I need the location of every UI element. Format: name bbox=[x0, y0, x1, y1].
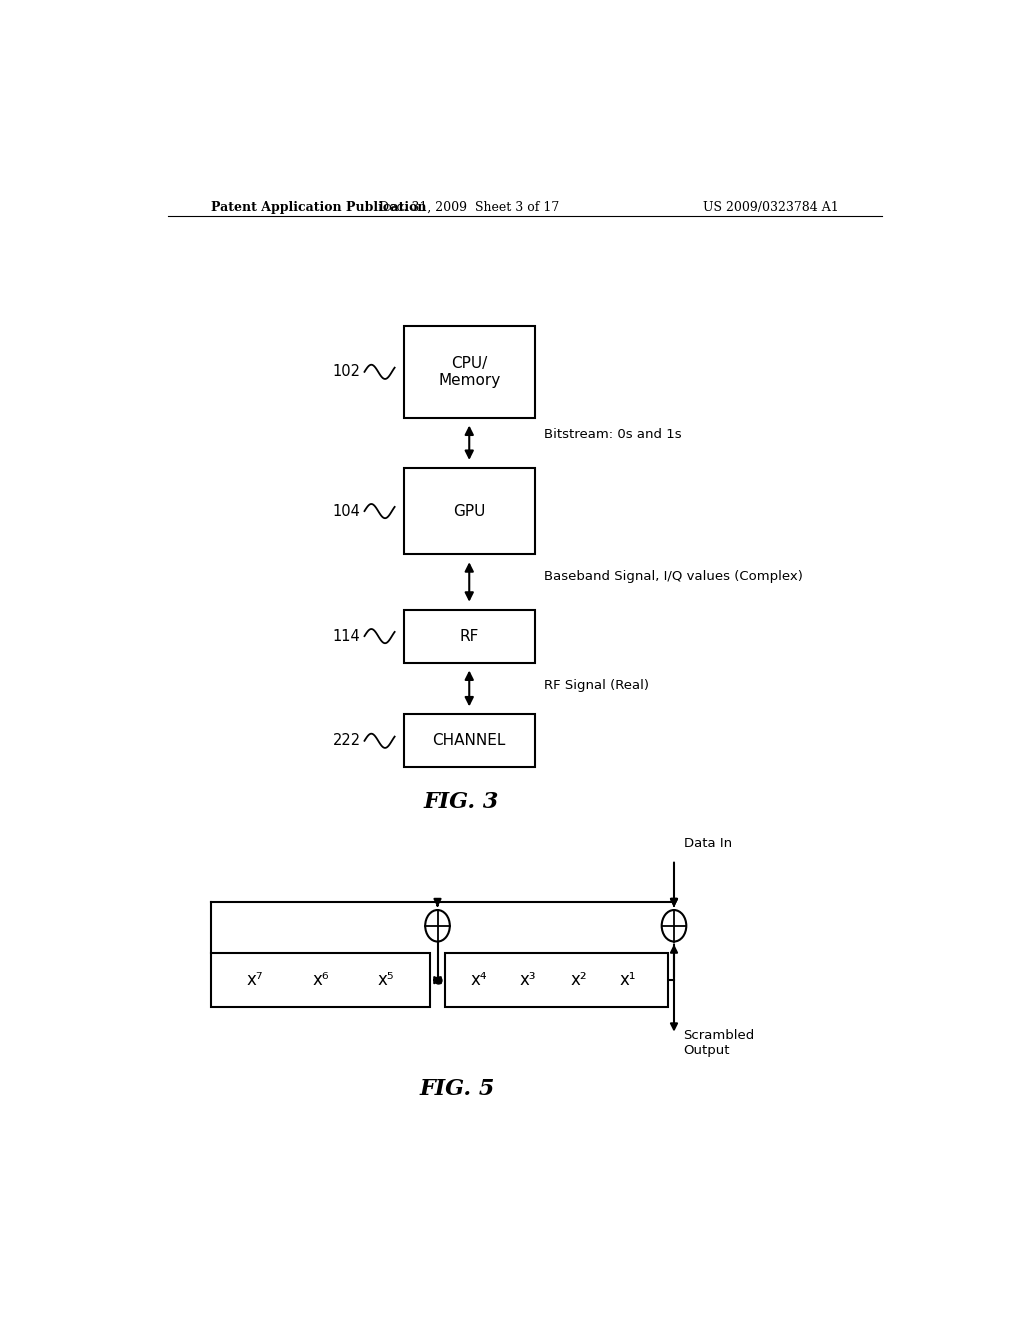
Text: CPU/
Memory: CPU/ Memory bbox=[438, 355, 501, 388]
Text: x⁵: x⁵ bbox=[378, 972, 394, 989]
Text: 102: 102 bbox=[333, 364, 360, 379]
Text: 114: 114 bbox=[333, 628, 360, 644]
Text: x¹: x¹ bbox=[620, 972, 636, 989]
Text: Baseband Signal, I/Q values (Complex): Baseband Signal, I/Q values (Complex) bbox=[544, 570, 803, 583]
Text: Scrambled
Output: Scrambled Output bbox=[684, 1030, 755, 1057]
FancyBboxPatch shape bbox=[211, 953, 430, 1007]
Text: x³: x³ bbox=[519, 972, 536, 989]
Text: x⁴: x⁴ bbox=[470, 972, 487, 989]
Text: Bitstream: 0s and 1s: Bitstream: 0s and 1s bbox=[544, 428, 682, 441]
Text: Dec. 31, 2009  Sheet 3 of 17: Dec. 31, 2009 Sheet 3 of 17 bbox=[379, 201, 559, 214]
FancyBboxPatch shape bbox=[403, 326, 535, 417]
Text: Data In: Data In bbox=[684, 837, 731, 850]
Text: US 2009/0323784 A1: US 2009/0323784 A1 bbox=[702, 201, 839, 214]
FancyBboxPatch shape bbox=[403, 714, 535, 767]
Text: GPU: GPU bbox=[453, 504, 485, 519]
Text: 104: 104 bbox=[333, 504, 360, 519]
Text: x²: x² bbox=[570, 972, 587, 989]
FancyBboxPatch shape bbox=[403, 467, 535, 554]
FancyBboxPatch shape bbox=[403, 610, 535, 663]
Text: x⁶: x⁶ bbox=[312, 972, 329, 989]
Text: RF Signal (Real): RF Signal (Real) bbox=[544, 678, 649, 692]
Text: x⁷: x⁷ bbox=[247, 972, 263, 989]
Text: RF: RF bbox=[460, 628, 479, 644]
FancyBboxPatch shape bbox=[445, 953, 668, 1007]
Text: 222: 222 bbox=[333, 734, 360, 748]
Text: FIG. 3: FIG. 3 bbox=[424, 791, 499, 813]
Text: FIG. 5: FIG. 5 bbox=[420, 1078, 495, 1101]
Text: CHANNEL: CHANNEL bbox=[432, 734, 506, 748]
Text: Patent Application Publication: Patent Application Publication bbox=[211, 201, 427, 214]
